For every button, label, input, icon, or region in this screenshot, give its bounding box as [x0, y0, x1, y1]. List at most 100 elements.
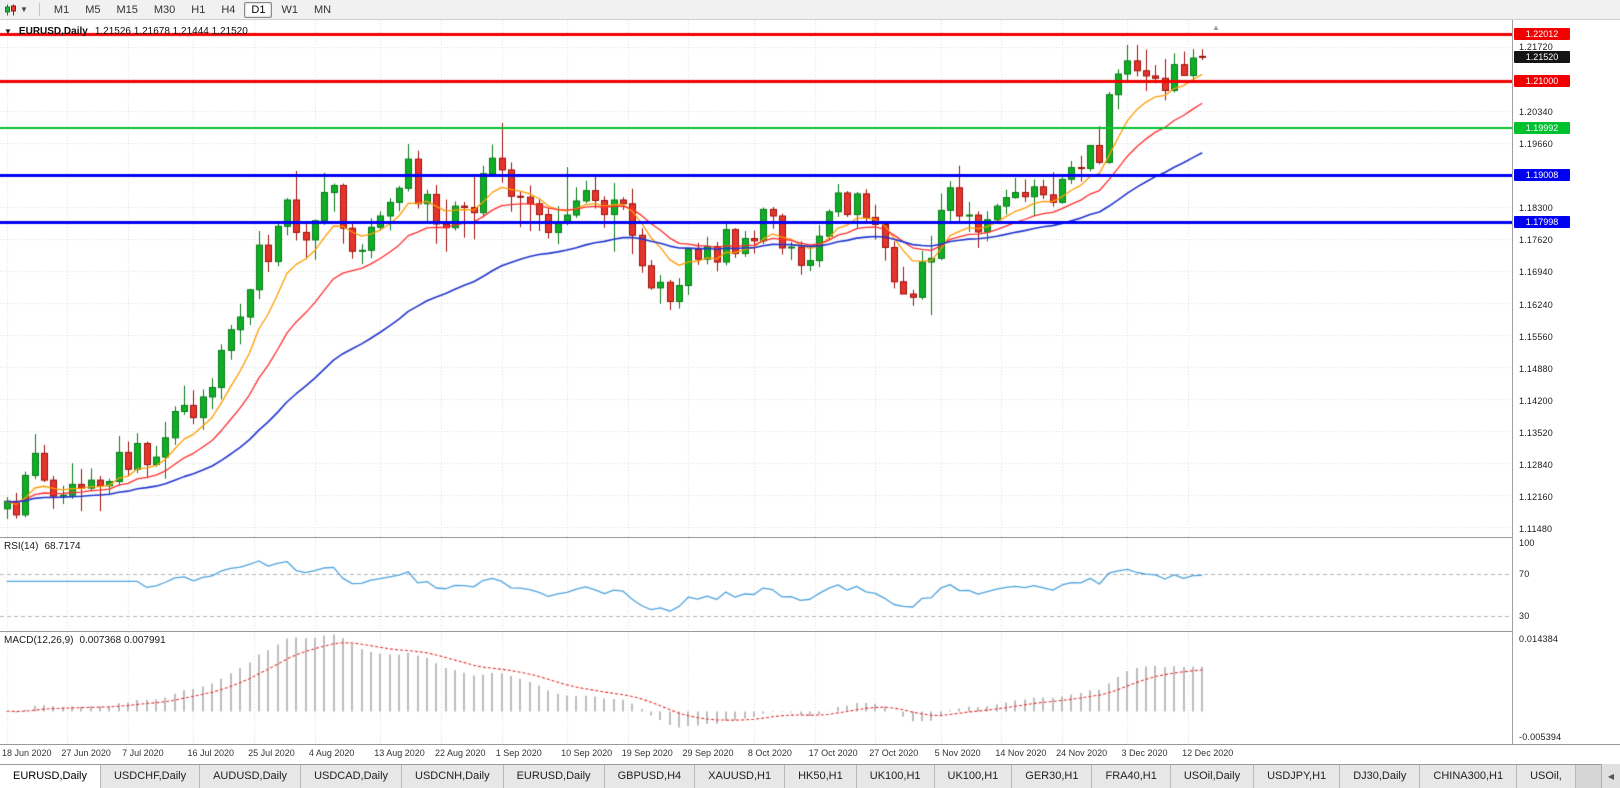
timeframe-toolbar: ▼ M1 M5 M15 M30 H1 H4 D1 W1 MN	[0, 0, 1620, 20]
time-axis-label: 5 Nov 2020	[934, 748, 981, 758]
symbol-tab-bar: EURUSD,Daily USDCHF,Daily AUDUSD,Daily USDC…	[0, 764, 1620, 788]
price-line-badge[interactable]: 1.19008	[1514, 168, 1570, 181]
macd-panel-canvas[interactable]	[0, 632, 1512, 744]
time-axis-label: 24 Nov 2020	[1056, 748, 1108, 758]
symbol-tab[interactable]: DJ30,Daily	[1340, 765, 1421, 788]
time-axis-label: 17 Oct 2020	[808, 748, 858, 758]
rsi-level-label: 30	[1519, 610, 1530, 621]
timeframe-button-w1[interactable]: W1	[281, 3, 298, 16]
symbol-tab[interactable]: AUDUSD,Daily	[200, 765, 302, 788]
time-axis-label: 25 Jul 2020	[248, 748, 295, 758]
rsi-value-label: 68.7174	[44, 541, 81, 552]
symbol-tab[interactable]: EURUSD,Daily	[0, 765, 101, 788]
price-axis-border	[1512, 20, 1513, 744]
macd-name-label: MACD(12,26,9)	[4, 635, 74, 646]
symbol-tab[interactable]: USDCHF,Daily	[100, 765, 201, 788]
symbol-tab[interactable]: CHINA300,H1	[1420, 765, 1518, 788]
rsi-level-label: 100	[1519, 538, 1535, 549]
macd-values-label: 0.007368 0.007991	[79, 635, 166, 646]
price-axis-label: 1.15560	[1519, 331, 1553, 342]
symbol-tab[interactable]: USDJPY,H1	[1254, 765, 1341, 788]
price-axis-label: 1.12160	[1519, 491, 1553, 502]
price-line-badge[interactable]: 1.17998	[1514, 216, 1570, 229]
symbol-tab[interactable]: HK50,H1	[785, 765, 857, 788]
price-axis-label: 1.14200	[1519, 395, 1553, 406]
time-axis-label: 16 Jul 2020	[187, 748, 235, 758]
time-axis-label: 3 Dec 2020	[1121, 748, 1168, 758]
price-line-badge[interactable]: 1.21000	[1514, 75, 1570, 88]
symbol-tab[interactable]: EURUSD,Daily	[503, 765, 605, 788]
price-line-badge[interactable]: 1.22012	[1514, 27, 1570, 40]
time-axis-label: 13 Aug 2020	[374, 748, 425, 758]
price-axis-label: 1.12840	[1519, 459, 1553, 470]
timeframe-button-m30[interactable]: M30	[153, 3, 176, 16]
time-axis-label: 19 Sep 2020	[621, 748, 673, 758]
price-axis-label: 1.16240	[1519, 299, 1553, 310]
symbol-tab[interactable]: GBPUSD,H4	[604, 765, 696, 788]
symbol-tab[interactable]: FRA40,H1	[1092, 765, 1171, 788]
symbol-tab[interactable]: USDCNH,Daily	[402, 765, 504, 788]
timeframe-button-mn[interactable]: MN	[313, 3, 332, 16]
time-axis-label: 14 Nov 2020	[995, 748, 1047, 758]
panel-separator[interactable]	[0, 537, 1620, 538]
rsi-name-label: RSI(14)	[4, 541, 39, 552]
price-axis-label: 1.21720	[1519, 42, 1553, 53]
chart-list-dropdown-icon[interactable]: ▼	[20, 5, 28, 14]
price-axis-label: 1.17620	[1519, 234, 1553, 245]
macd-axis-bottom-label: -0.005394	[1519, 732, 1562, 742]
panel-separator	[0, 744, 1620, 745]
symbol-tab[interactable]: USOil,Daily	[1170, 765, 1255, 788]
timeframe-buttons-group: M1 M5 M15 M30 H1 H4 D1 W1 MN	[47, 1, 338, 18]
panel-separator[interactable]	[0, 631, 1620, 632]
price-axis-label: 1.20340	[1519, 107, 1553, 118]
time-axis-label: 18 Jun 2020	[2, 748, 52, 758]
macd-title: MACD(12,26,9) 0.007368 0.007991	[4, 635, 166, 646]
timeframe-button-m5[interactable]: M5	[85, 3, 101, 16]
price-axis-label: 1.19660	[1519, 139, 1553, 150]
timeframe-button-m1[interactable]: M1	[53, 3, 70, 16]
time-axis-label: 7 Jul 2020	[122, 748, 164, 758]
symbol-tab[interactable]: GER30,H1	[1012, 765, 1093, 788]
main-chart-canvas[interactable]	[0, 20, 1512, 537]
chart-collapse-icon[interactable]: ▼	[4, 27, 12, 36]
time-axis-label: 10 Sep 2020	[561, 748, 613, 758]
time-axis-label: 22 Aug 2020	[434, 748, 486, 758]
candlestick-chart-icon[interactable]	[4, 4, 17, 16]
time-axis-label: 8 Oct 2020	[747, 748, 792, 758]
timeframe-button-d1[interactable]: D1	[244, 1, 273, 18]
price-axis-label: 1.18300	[1519, 203, 1553, 213]
macd-axis-top-label: 0.014384	[1519, 634, 1559, 644]
rsi-title: RSI(14) 68.7174	[4, 541, 81, 552]
symbol-tab[interactable]: USOil,	[1517, 765, 1576, 788]
symbol-tab[interactable]: UK100,H1	[856, 765, 935, 788]
chart-ohlc-values: 1.21526 1.21678 1.21444 1.21520	[94, 26, 248, 37]
symbol-tab[interactable]: UK100,H1	[934, 765, 1013, 788]
price-axis-label: 1.16940	[1519, 266, 1553, 277]
timeframe-button-h1[interactable]: H1	[191, 3, 206, 16]
chart-title: ▼ EURUSD,Daily 1.21526 1.21678 1.21444 1…	[4, 26, 248, 37]
timeframe-button-h4[interactable]: H4	[221, 3, 236, 16]
symbol-tab[interactable]: XAUUSD,H1	[695, 765, 786, 788]
chart-symbol-label: EURUSD,Daily	[18, 26, 88, 37]
rsi-level-label: 70	[1519, 569, 1530, 580]
price-axis-label: 1.13520	[1519, 427, 1553, 438]
time-axis[interactable]: 18 Jun 2020 27 Jun 2020 7 Jul 2020 16 Jul 2…	[0, 745, 1512, 764]
tab-scroll-left-button[interactable]: ◀	[1601, 764, 1620, 788]
time-axis-label: 29 Sep 2020	[682, 748, 734, 758]
current-price-badge[interactable]: 1.21520	[1514, 50, 1570, 63]
rsi-panel-canvas[interactable]	[0, 538, 1512, 631]
time-axis-label: 12 Dec 2020	[1182, 748, 1234, 758]
price-line-badge[interactable]: 1.19992	[1514, 122, 1570, 135]
time-axis-label: 27 Jun 2020	[61, 748, 111, 758]
toolbar-separator	[38, 3, 40, 16]
symbol-tab[interactable]: USDCAD,Daily	[301, 765, 403, 788]
chart-shift-marker[interactable]: ▲	[1212, 23, 1220, 32]
timeframe-button-m15[interactable]: M15	[116, 3, 138, 16]
price-axis-label: 1.11480	[1519, 523, 1553, 534]
time-axis-label: 1 Sep 2020	[495, 748, 542, 758]
time-axis-label: 4 Aug 2020	[308, 748, 355, 758]
price-axis-label: 1.14880	[1519, 363, 1553, 374]
time-axis-label: 27 Oct 2020	[869, 748, 919, 758]
price-axis[interactable]: 1.21720 1.20340 1.19660 1.18300 1.17620 1.169…	[1513, 20, 1620, 744]
